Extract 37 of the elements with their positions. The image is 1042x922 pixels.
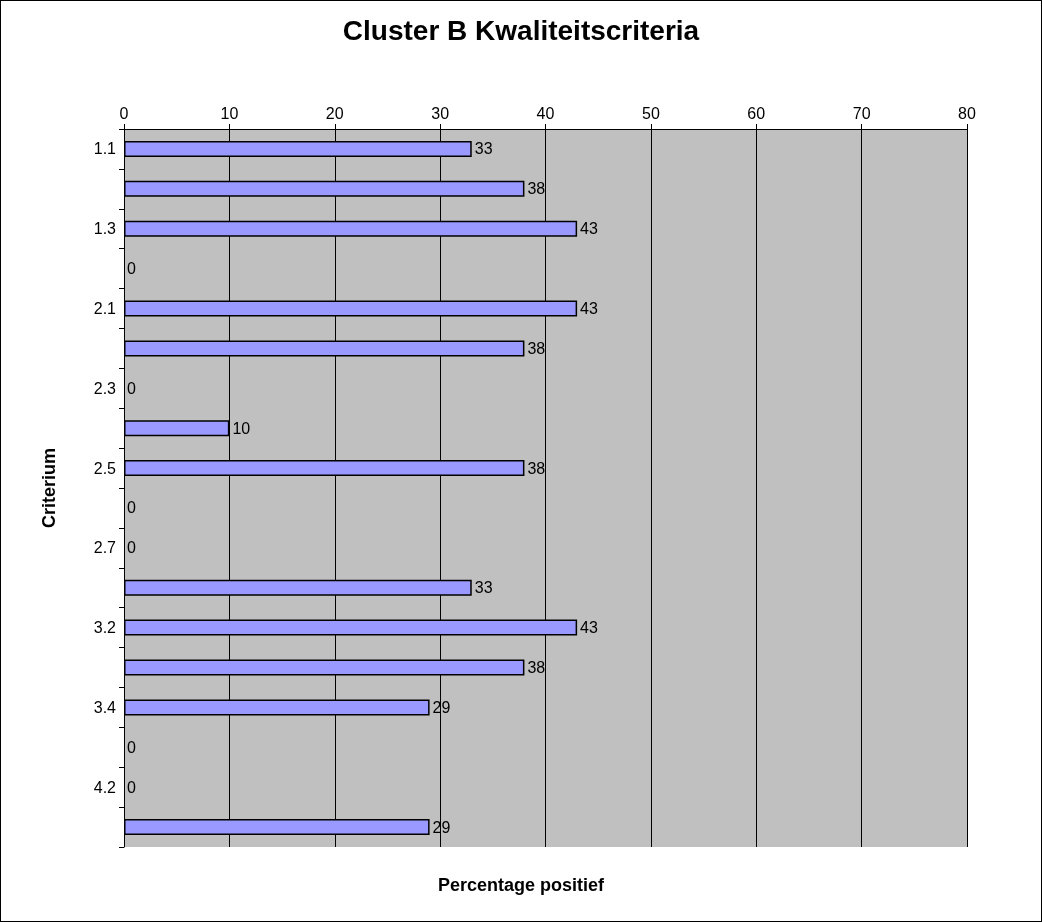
x-tick-label: 10 xyxy=(220,104,239,122)
x-tick-label: 30 xyxy=(431,104,450,122)
y-tick-label: 3.4 xyxy=(93,698,117,716)
x-tick-label: 80 xyxy=(958,104,976,122)
y-tick-label: 3.2 xyxy=(93,619,117,637)
data-label: 0 xyxy=(127,379,136,397)
x-tick-label: 50 xyxy=(641,104,660,122)
y-tick-label: 2.3 xyxy=(93,379,117,397)
x-tick-label: 70 xyxy=(852,104,871,122)
data-label: 38 xyxy=(527,659,546,676)
y-tick-label: 2.1 xyxy=(93,300,117,317)
data-label: 10 xyxy=(232,419,251,437)
data-label: 33 xyxy=(474,579,493,597)
data-label: 0 xyxy=(127,260,136,278)
x-tick-label: 40 xyxy=(536,104,555,122)
data-label: 0 xyxy=(127,539,136,557)
y-axis-title: Criterium xyxy=(39,447,59,529)
x-tick-label: 20 xyxy=(325,104,344,122)
x-tick-label: 60 xyxy=(747,104,766,122)
data-label: 0 xyxy=(127,778,136,796)
y-tick-label: 1.3 xyxy=(93,220,117,238)
data-label: 38 xyxy=(527,180,546,198)
data-label: 33 xyxy=(474,140,493,158)
data-label: 43 xyxy=(580,220,599,238)
data-label: 38 xyxy=(527,459,546,477)
y-tick-label: 2.5 xyxy=(93,459,117,477)
chart-title: Cluster B Kwaliteitscriteria xyxy=(342,14,700,46)
y-tick-label: 1.1 xyxy=(93,140,117,158)
data-label: 38 xyxy=(527,339,546,357)
x-axis-title: Percentage positief xyxy=(437,875,606,895)
data-label: 0 xyxy=(127,738,136,756)
data-label: 43 xyxy=(580,300,599,317)
y-tick-label: 4.2 xyxy=(93,778,117,796)
data-label: 0 xyxy=(127,499,136,517)
data-label: 43 xyxy=(580,619,599,637)
x-tick-label: 0 xyxy=(119,104,129,122)
y-tick-label: 2.7 xyxy=(93,539,117,557)
